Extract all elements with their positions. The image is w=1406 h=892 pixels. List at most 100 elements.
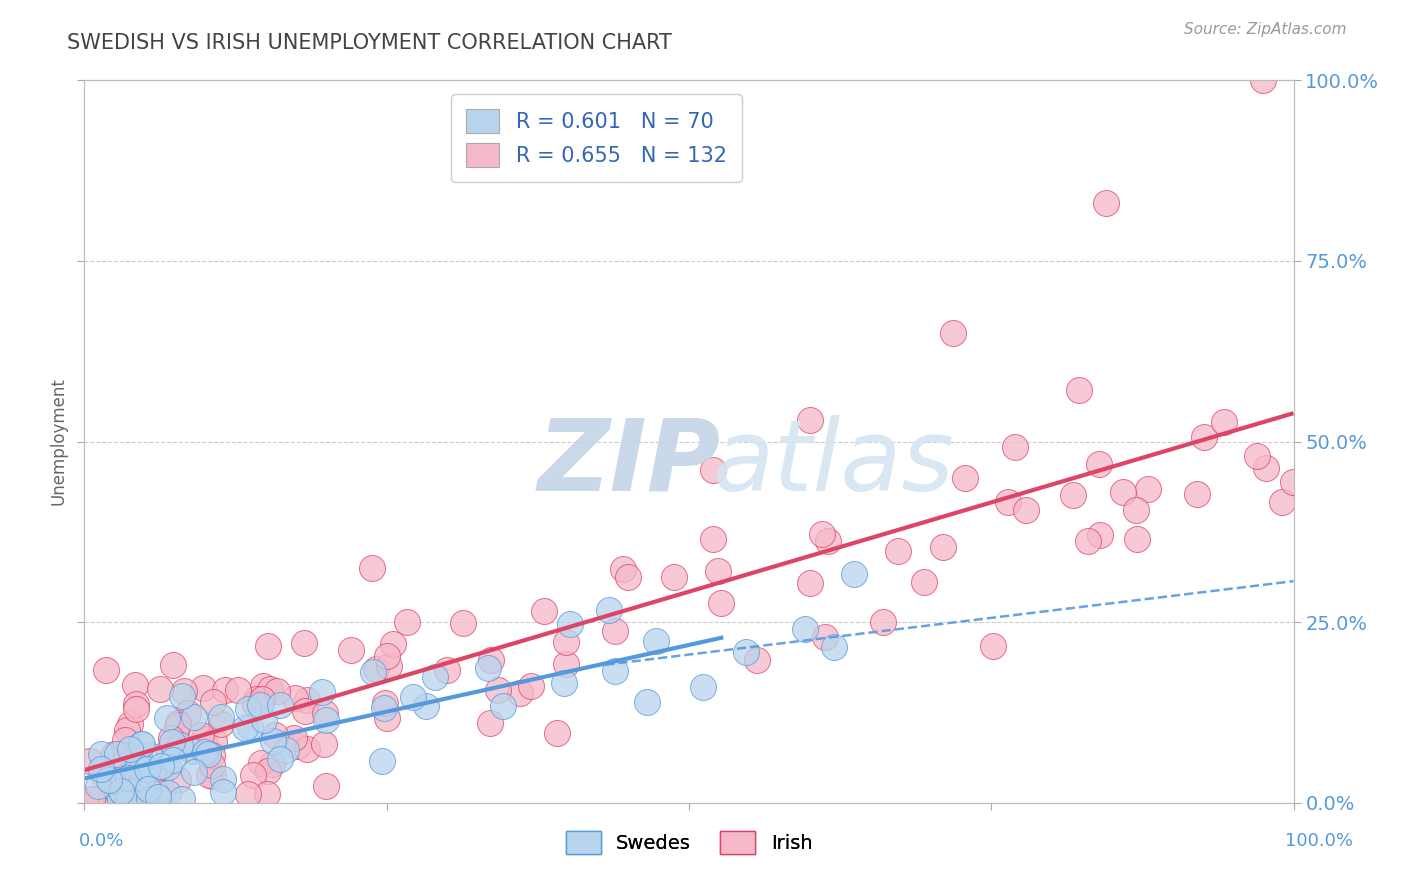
Point <box>80 792 103 806</box>
Point <box>249 698 271 712</box>
Point <box>172 792 194 806</box>
Text: Source: ZipAtlas.com: Source: ZipAtlas.com <box>1184 22 1347 37</box>
Point <box>810 526 832 541</box>
Point <box>117 771 139 785</box>
Point <box>702 533 724 547</box>
Point <box>1213 415 1236 429</box>
Point <box>191 681 214 696</box>
Point <box>100 784 122 798</box>
Point <box>617 570 640 584</box>
Point <box>953 471 976 485</box>
Point <box>125 697 148 711</box>
Point <box>259 681 281 696</box>
Point <box>250 692 273 706</box>
Point <box>274 743 297 757</box>
Point <box>257 764 280 778</box>
Point <box>710 596 733 610</box>
Point <box>162 735 184 749</box>
Point <box>209 716 232 731</box>
Point <box>204 734 226 748</box>
Point <box>201 695 224 709</box>
Point <box>378 659 401 673</box>
Point <box>79 754 101 768</box>
Point <box>111 763 134 777</box>
Point <box>1254 460 1277 475</box>
Point <box>479 716 502 731</box>
Point <box>131 771 153 785</box>
Point <box>486 682 509 697</box>
Point <box>201 757 224 772</box>
Point <box>912 575 935 590</box>
Point <box>269 698 291 712</box>
Point <box>149 770 172 784</box>
Point <box>402 690 425 704</box>
Point <box>117 792 139 806</box>
Point <box>603 665 626 679</box>
Point <box>167 716 190 731</box>
Point <box>662 570 685 584</box>
Point <box>157 760 180 774</box>
Point <box>294 705 316 719</box>
Point <box>315 713 337 727</box>
Point <box>111 787 134 801</box>
Point <box>183 764 205 779</box>
Point <box>287 739 309 754</box>
Point <box>1271 495 1294 509</box>
Point <box>1095 196 1118 211</box>
Point <box>1015 503 1038 517</box>
Point <box>361 665 384 679</box>
Point <box>262 733 284 747</box>
Point <box>214 682 236 697</box>
Point <box>169 738 191 752</box>
Point <box>91 766 114 780</box>
Point <box>239 720 262 734</box>
Point <box>1062 488 1084 502</box>
Point <box>1192 430 1215 444</box>
Point <box>197 768 219 782</box>
Point <box>814 631 837 645</box>
Point <box>339 643 361 657</box>
Point <box>180 742 202 756</box>
Point <box>1246 450 1268 464</box>
Point <box>554 657 576 671</box>
Point <box>127 760 149 774</box>
Point <box>799 413 821 427</box>
Point <box>425 670 447 684</box>
Point <box>124 678 146 692</box>
Point <box>375 649 398 664</box>
Point <box>149 681 172 696</box>
Point <box>794 622 817 636</box>
Point <box>842 567 865 582</box>
Point <box>981 639 1004 653</box>
Point <box>264 728 287 742</box>
Point <box>86 780 108 794</box>
Point <box>177 706 200 720</box>
Point <box>612 562 634 576</box>
Point <box>233 721 256 735</box>
Point <box>105 747 128 762</box>
Point <box>374 696 396 710</box>
Point <box>157 786 180 800</box>
Point <box>173 684 195 698</box>
Point <box>142 764 165 779</box>
Text: SWEDISH VS IRISH UNEMPLOYMENT CORRELATION CHART: SWEDISH VS IRISH UNEMPLOYMENT CORRELATIO… <box>67 33 672 53</box>
Text: 0.0%: 0.0% <box>79 831 124 849</box>
Point <box>1088 527 1111 541</box>
Point <box>1253 73 1275 87</box>
Point <box>284 690 307 705</box>
Text: ZIP: ZIP <box>538 415 721 512</box>
Point <box>553 676 575 690</box>
Point <box>90 747 112 761</box>
Point <box>256 639 278 653</box>
Point <box>131 737 153 751</box>
Point <box>692 680 714 694</box>
Point <box>166 721 188 735</box>
Point <box>1282 475 1305 489</box>
Point <box>370 754 392 768</box>
Point <box>256 787 278 801</box>
Point <box>605 624 627 638</box>
Point <box>546 726 568 740</box>
Point <box>212 785 235 799</box>
Point <box>125 702 148 716</box>
Point <box>149 759 172 773</box>
